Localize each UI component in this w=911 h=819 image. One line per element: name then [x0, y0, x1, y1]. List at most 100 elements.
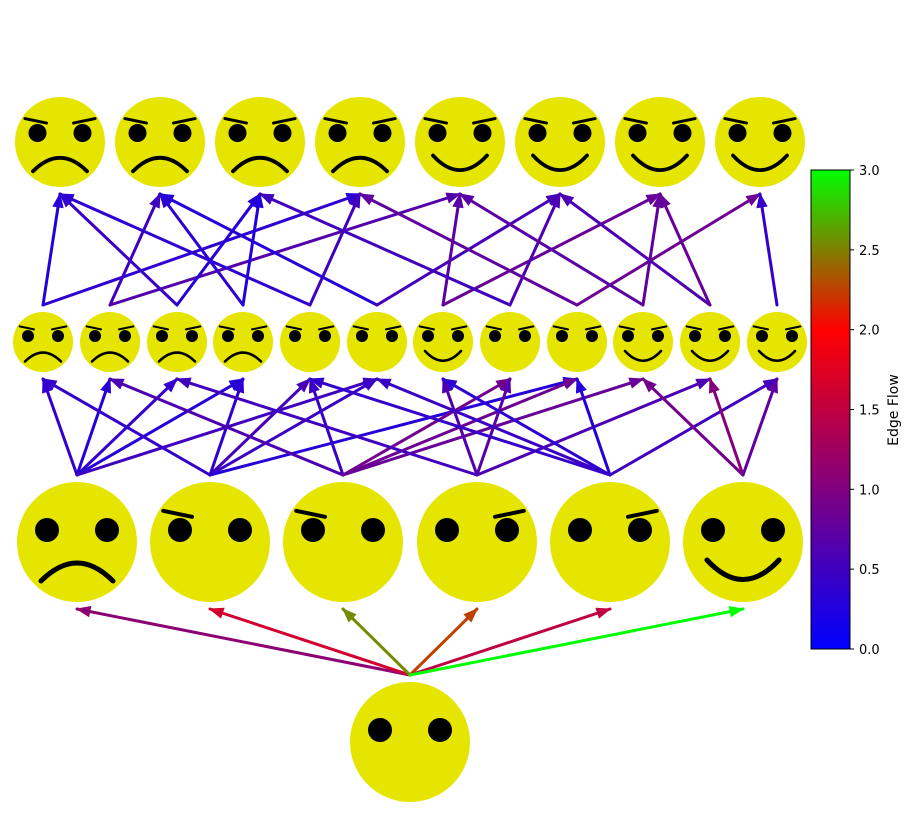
right-eyebrow	[385, 325, 402, 331]
right-eye	[586, 330, 598, 342]
right-eye	[519, 330, 531, 342]
left-eyebrow	[552, 325, 569, 331]
edge	[41, 192, 64, 307]
colorbar-tick-label: 1.5	[859, 404, 880, 419]
edges-layer	[41, 192, 779, 677]
smiley-face-node	[615, 97, 705, 187]
face-circle	[147, 312, 207, 372]
edge	[208, 377, 312, 477]
right-eye	[573, 124, 592, 142]
face-circle	[213, 312, 273, 372]
edge-arrowhead	[175, 377, 192, 389]
edge-arrowhead	[562, 378, 579, 390]
face-circle	[547, 312, 607, 372]
right-eye	[473, 124, 492, 142]
edge	[558, 192, 712, 307]
smiley-face-node	[80, 312, 140, 372]
right-eyebrow	[785, 325, 802, 331]
edge-arrowhead	[445, 192, 462, 204]
smiley-face-node	[283, 482, 403, 602]
edge-arrowhead	[149, 192, 161, 209]
left-eyebrow	[485, 325, 502, 331]
smile-mouth	[631, 153, 689, 172]
right-eye	[652, 330, 664, 342]
smiley-face-node	[215, 97, 305, 187]
left-eye	[89, 330, 101, 342]
right-eye	[361, 518, 385, 542]
left-eyebrow	[523, 117, 548, 125]
right-eyebrow	[51, 325, 68, 331]
right-eyebrow	[372, 117, 397, 125]
face-circle	[550, 482, 670, 602]
edge	[308, 192, 362, 307]
left-eye	[28, 124, 47, 142]
edge	[641, 377, 745, 477]
edge	[158, 192, 245, 307]
face-circle	[280, 312, 340, 372]
smile-mouth	[423, 349, 463, 363]
face-circle	[480, 312, 540, 372]
smiley-face-node	[613, 312, 673, 372]
right-eye	[628, 518, 652, 542]
edge-arrowhead	[575, 377, 587, 394]
colorbar-label: Edge Flow	[886, 374, 902, 446]
colorbar-ticks: 0.0 0.5 1.0 1.5 2.0 2.5 3.0	[850, 164, 880, 658]
right-eye	[495, 518, 519, 542]
edge-arrowhead	[58, 193, 75, 205]
right-eye	[673, 124, 692, 142]
edge-arrowhead	[345, 193, 362, 204]
right-eyebrow	[672, 117, 697, 125]
edge	[75, 377, 112, 477]
edge-arrowhead	[252, 192, 264, 209]
right-eye	[273, 124, 292, 142]
left-eyebrow	[218, 325, 235, 331]
smiley-face-node	[280, 312, 340, 372]
left-eyebrow	[161, 508, 194, 519]
edge-arrowhead	[100, 377, 112, 394]
smiley-face-node	[550, 482, 670, 602]
face-circle	[13, 312, 73, 372]
edge-arrowhead	[208, 607, 225, 619]
edge	[208, 607, 412, 677]
left-eye	[228, 124, 247, 142]
left-eyebrow	[352, 325, 369, 331]
right-eye	[761, 518, 785, 542]
left-eye	[556, 330, 568, 342]
right-eye	[373, 124, 392, 142]
edge-arrowhead	[558, 193, 575, 207]
face-circle	[613, 312, 673, 372]
left-eyebrow	[618, 325, 635, 331]
right-eye	[428, 718, 452, 742]
edge-arrowhead	[659, 192, 671, 209]
edge	[458, 192, 645, 307]
edge	[441, 192, 464, 307]
smiley-face-node	[547, 312, 607, 372]
right-eye	[73, 124, 92, 142]
left-eyebrow	[418, 325, 435, 331]
edge	[108, 192, 162, 307]
colorbar-tick-label: 1.0	[859, 483, 880, 498]
edge-arrowhead	[375, 378, 392, 390]
edge	[175, 377, 479, 477]
right-eyebrow	[472, 117, 497, 125]
face-circle	[347, 312, 407, 372]
left-eyebrow	[18, 325, 35, 331]
edge	[658, 192, 712, 307]
smiley-face-node	[315, 97, 405, 187]
edge	[241, 192, 264, 307]
right-eye	[173, 124, 192, 142]
right-eye	[773, 124, 792, 142]
edge	[108, 192, 462, 307]
edge	[41, 377, 212, 477]
right-eyebrow	[185, 325, 202, 331]
left-eye	[168, 518, 192, 542]
frown-mouth	[231, 156, 289, 174]
edge-arrowhead	[767, 377, 778, 394]
right-eyebrow	[451, 325, 468, 331]
edge-arrowhead	[358, 193, 375, 206]
face-circle	[715, 97, 805, 187]
face-circle	[680, 312, 740, 372]
face-circle	[17, 482, 137, 602]
smiley-face-node	[715, 97, 805, 187]
right-eyebrow	[718, 325, 735, 331]
